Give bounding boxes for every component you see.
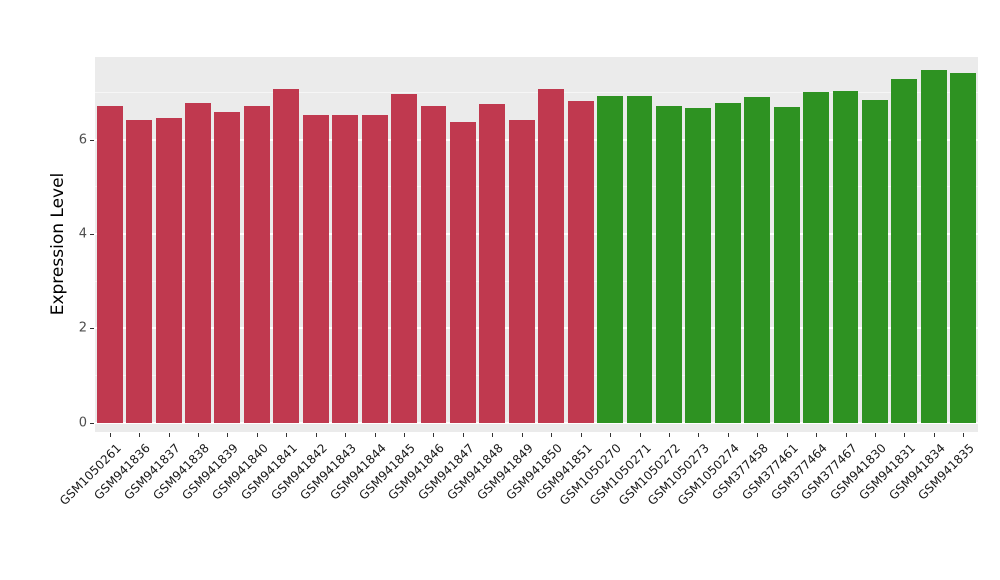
gridline-major xyxy=(95,421,978,424)
bar-GSM941836 xyxy=(126,119,153,423)
x-tick-mark xyxy=(521,433,523,437)
bar-GSM941846 xyxy=(420,105,447,423)
bar-GSM941851 xyxy=(567,100,594,423)
x-tick-mark xyxy=(492,433,494,437)
x-tick-mark xyxy=(786,433,788,437)
x-tick-mark xyxy=(139,433,141,437)
bar-GSM941845 xyxy=(391,93,417,423)
x-tick-mark xyxy=(610,433,612,437)
gridline-major xyxy=(95,138,978,141)
x-tick-mark xyxy=(845,433,847,437)
bar-GSM941847 xyxy=(449,121,476,423)
y-tick-label: 0 xyxy=(78,415,87,431)
bar-GSM941834 xyxy=(920,69,947,423)
x-tick-mark xyxy=(874,433,876,437)
bar-GSM941840 xyxy=(243,105,270,423)
x-tick-mark xyxy=(315,433,317,437)
x-tick-mark xyxy=(668,433,670,437)
bar-GSM1050271 xyxy=(626,95,653,423)
x-tick-mark xyxy=(462,433,464,437)
bar-GSM941831 xyxy=(891,79,918,423)
gridline-minor xyxy=(95,374,978,376)
bar-GSM1050272 xyxy=(655,105,682,423)
bar-GSM941839 xyxy=(214,112,241,423)
bar-GSM1050274 xyxy=(714,103,741,423)
x-tick-mark xyxy=(580,433,582,437)
y-tick-label: 6 xyxy=(78,132,87,148)
bar-GSM941849 xyxy=(508,119,535,423)
x-tick-mark xyxy=(433,433,435,437)
x-tick-mark xyxy=(816,433,818,437)
bar-GSM941850 xyxy=(538,88,565,423)
x-tick-mark xyxy=(904,433,906,437)
bar-GSM377461 xyxy=(773,107,800,423)
y-axis-title: Expression Level xyxy=(48,172,68,316)
bar-GSM377464 xyxy=(803,92,830,423)
x-tick-mark xyxy=(963,433,965,437)
plot-panel xyxy=(95,57,978,432)
x-tick-mark xyxy=(698,433,700,437)
bar-GSM1050261 xyxy=(96,105,123,423)
y-tick-label: 4 xyxy=(78,226,87,242)
x-tick-mark xyxy=(639,433,641,437)
gridline-minor xyxy=(95,186,978,188)
x-tick-mark xyxy=(286,433,288,437)
gridline-major xyxy=(95,327,978,330)
x-tick-mark xyxy=(933,433,935,437)
x-tick-mark xyxy=(757,433,759,437)
y-tick-label: 2 xyxy=(78,320,87,336)
gridline-major xyxy=(95,232,978,235)
gridline-minor xyxy=(95,280,978,282)
x-tick-mark xyxy=(374,433,376,437)
bar-GSM377458 xyxy=(744,97,771,423)
bar-GSM941843 xyxy=(332,114,359,423)
bar-GSM941842 xyxy=(302,114,329,423)
x-tick-mark xyxy=(198,433,200,437)
x-tick-mark xyxy=(404,433,406,437)
y-tick-mark xyxy=(90,328,94,330)
x-tick-mark xyxy=(727,433,729,437)
y-tick-mark xyxy=(90,422,94,424)
y-tick-mark xyxy=(90,139,94,141)
bar-GSM941844 xyxy=(361,115,388,423)
x-tick-mark xyxy=(345,433,347,437)
bar-GSM941838 xyxy=(185,103,211,423)
gridline-minor xyxy=(95,91,978,93)
bar-GSM941835 xyxy=(950,72,977,423)
x-tick-mark xyxy=(168,433,170,437)
x-tick-mark xyxy=(551,433,553,437)
bar-GSM377467 xyxy=(832,90,859,423)
bar-GSM1050270 xyxy=(597,95,624,423)
x-tick-mark xyxy=(227,433,229,437)
bar-GSM941848 xyxy=(479,103,506,423)
bar-GSM941837 xyxy=(155,118,182,423)
y-tick-mark xyxy=(90,233,94,235)
x-tick-mark xyxy=(109,433,111,437)
bar-GSM941830 xyxy=(862,99,888,423)
bar-GSM941841 xyxy=(273,88,300,423)
bar-GSM1050273 xyxy=(685,108,712,423)
x-tick-mark xyxy=(256,433,258,437)
